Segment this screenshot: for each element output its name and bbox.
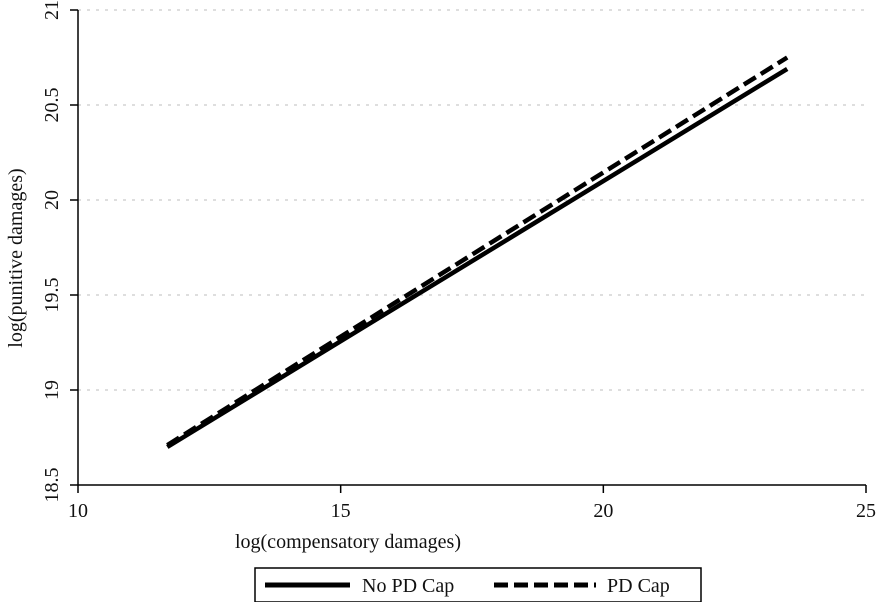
x-tick-label-0: 10 xyxy=(68,500,88,522)
legend-label-pd-cap: PD Cap xyxy=(607,575,670,597)
legend-label-no-pd-cap: No PD Cap xyxy=(362,575,454,597)
x-axis-ticks: 10 15 20 25 xyxy=(68,485,876,522)
series-line-no-pd-cap xyxy=(166,66,789,449)
y-tick-label-0: 18.5 xyxy=(41,468,63,503)
y-tick-label-2: 19.5 xyxy=(41,278,63,313)
x-tick-label-1: 15 xyxy=(331,500,351,522)
y-tick-label-1: 19 xyxy=(41,380,63,400)
y-tick-label-5: 21 xyxy=(41,0,63,20)
y-tick-label-3: 20 xyxy=(41,190,63,210)
legend: No PD Cap PD Cap xyxy=(254,567,702,602)
series-line-pd-cap xyxy=(166,55,789,448)
series-lines xyxy=(166,55,789,449)
y-axis-label: log(punitive damages) xyxy=(5,168,27,347)
y-axis-ticks: 18.5 19 19.5 20 20.5 21 xyxy=(41,0,78,503)
x-tick-label-2: 20 xyxy=(593,500,613,522)
y-tick-label-4: 20.5 xyxy=(41,88,63,123)
x-tick-label-3: 25 xyxy=(856,500,876,522)
axes xyxy=(77,10,866,486)
x-axis-label: log(compensatory damages) xyxy=(235,531,461,553)
